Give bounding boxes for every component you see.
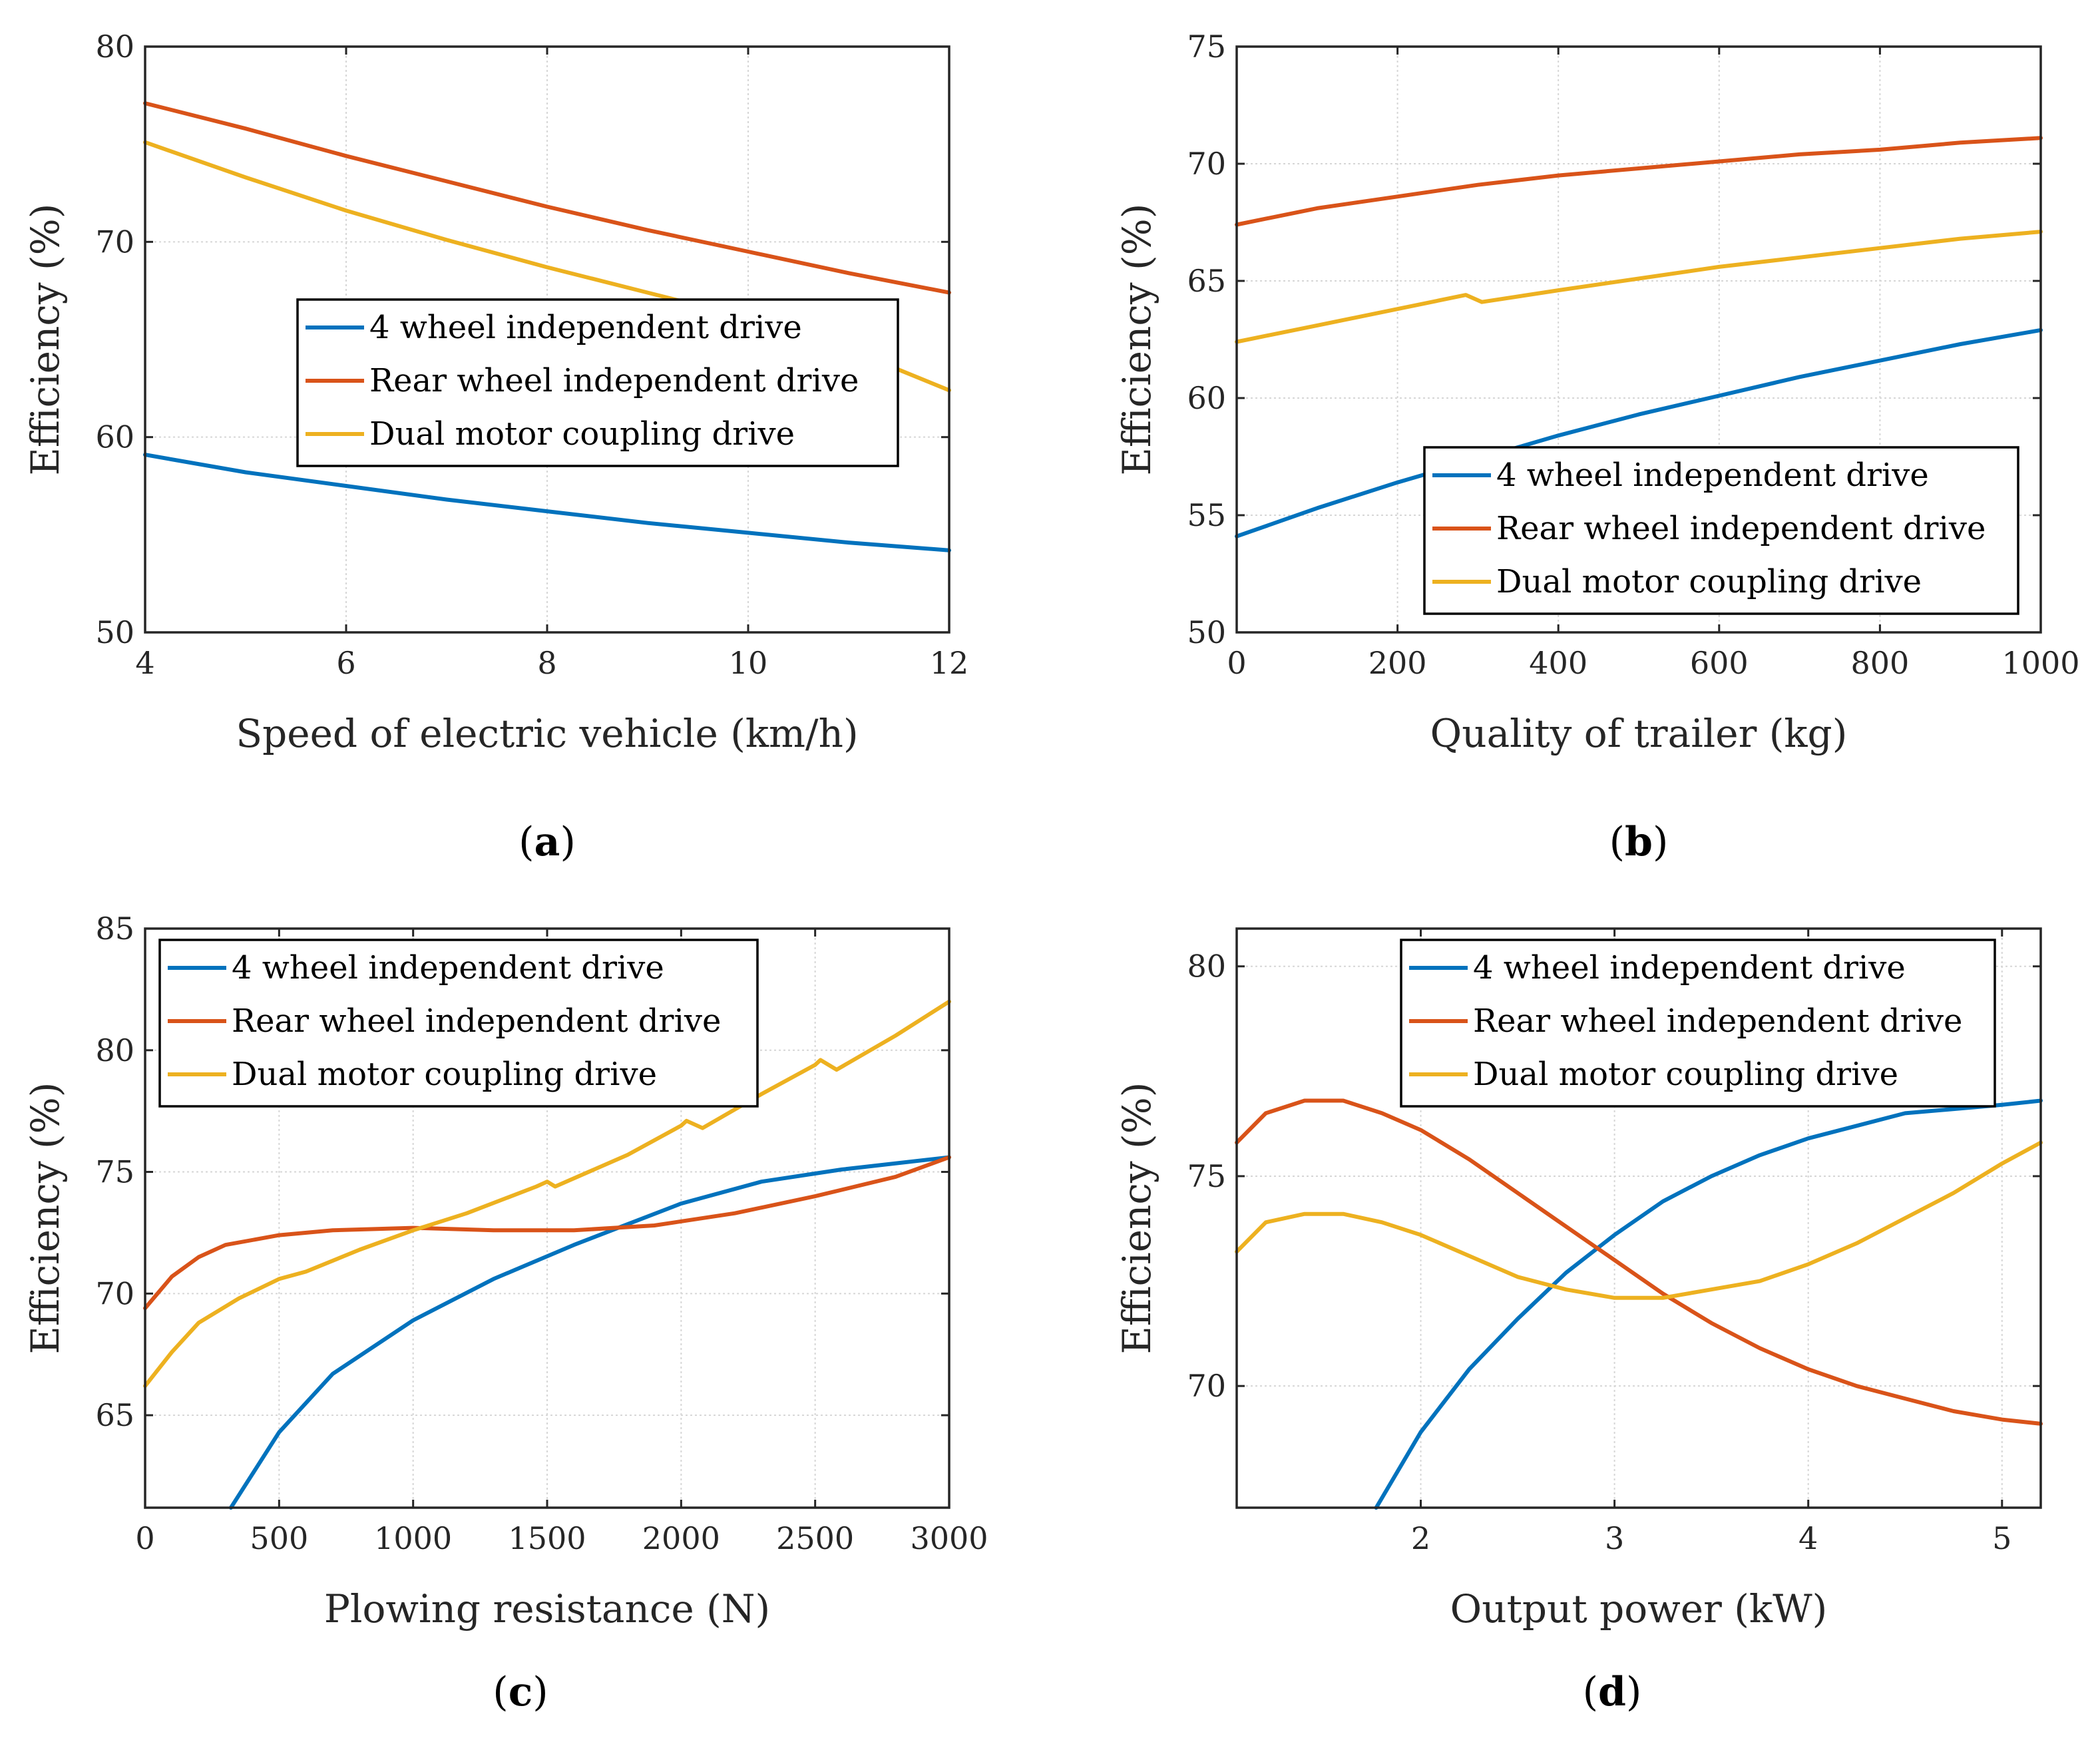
x-tick-label: 200 (1368, 645, 1427, 681)
x-tick-label: 600 (1690, 645, 1749, 681)
legend-label-2: Rear wheel independent drive (369, 362, 859, 399)
panel-caption: (a) (519, 819, 576, 865)
legend: 4 wheel independent drive Rear wheel inde… (158, 939, 759, 1108)
x-tick-label: 0 (135, 1520, 154, 1556)
series-line-2 (1235, 1098, 2043, 1426)
legend-label-3: Dual motor coupling drive (1496, 563, 1922, 600)
series-line-1 (228, 1155, 951, 1510)
legend-label-3: Dual motor coupling drive (369, 415, 795, 453)
x-tick-label: 2500 (776, 1520, 854, 1556)
x-tick-label: 2 (1411, 1520, 1430, 1556)
x-tick-label: 0 (1227, 645, 1246, 681)
legend-label-1: 4 wheel independent drive (369, 309, 802, 346)
x-tick-label: 4 (135, 645, 154, 681)
y-axis-label: Efficiency (%) (1114, 204, 1159, 476)
series-line-3 (1235, 230, 2043, 344)
x-tick-label: 8 (537, 645, 556, 681)
x-tick-label: 3000 (910, 1520, 988, 1556)
y-tick-label: 65 (1187, 263, 1226, 299)
x-tick-label: 6 (336, 645, 355, 681)
x-tick-label: 12 (930, 645, 969, 681)
legend-label-1: 4 wheel independent drive (1496, 457, 1929, 494)
y-tick-label: 70 (1187, 146, 1226, 182)
legend-label-1: 4 wheel independent drive (1473, 949, 1906, 986)
series-line-2 (1235, 136, 2043, 227)
x-axis-label: Plowing resistance (N) (324, 1586, 770, 1631)
x-tick-label: 800 (1850, 645, 1909, 681)
x-axis-label: Output power (kW) (1450, 1586, 1828, 1631)
x-tick-label: 400 (1529, 645, 1587, 681)
x-tick-label: 2000 (642, 1520, 720, 1556)
x-tick-label: 4 (1798, 1520, 1818, 1556)
legend-label-2: Rear wheel independent drive (1496, 510, 1986, 547)
x-tick-label: 1000 (374, 1520, 452, 1556)
legend: 4 wheel independent drive Rear wheel inde… (1400, 939, 1996, 1108)
legend-label-3: Dual motor coupling drive (1473, 1056, 1898, 1093)
y-tick-label: 50 (95, 614, 134, 650)
x-tick-label: 10 (729, 645, 768, 681)
x-tick-label: 5 (1992, 1520, 2011, 1556)
y-axis-label: Efficiency (%) (23, 1082, 68, 1355)
series-line-3 (143, 999, 951, 1389)
x-tick-label: 3 (1605, 1520, 1624, 1556)
panel-caption: (c) (493, 1669, 548, 1715)
y-tick-label: 80 (95, 1032, 134, 1068)
series-line-2 (143, 1155, 951, 1311)
series-line-2 (143, 101, 951, 295)
series-line-1 (143, 453, 951, 552)
y-tick-label: 70 (95, 1275, 134, 1311)
y-tick-label: 80 (95, 29, 134, 65)
x-tick-label: 1500 (508, 1520, 586, 1556)
y-tick-label: 75 (1187, 1158, 1226, 1194)
y-axis-label: Efficiency (%) (1114, 1082, 1159, 1355)
legend-box (1423, 446, 2019, 615)
y-tick-label: 55 (1187, 497, 1226, 533)
series-line-3 (1235, 1140, 2043, 1300)
legend-label-3: Dual motor coupling drive (232, 1056, 657, 1093)
y-tick-label: 85 (95, 911, 134, 947)
y-tick-label: 60 (95, 419, 134, 455)
y-tick-label: 50 (1187, 614, 1226, 650)
panel-b: 0 200 400 600 800 1000 50 55 60 65 70 75 Quality of … (1114, 29, 2080, 865)
axes-box (1235, 927, 2042, 1509)
legend-label-2: Rear wheel independent drive (1473, 1002, 1962, 1040)
panel-caption: (b) (1609, 819, 1669, 865)
y-tick-label: 80 (1187, 949, 1226, 984)
panel-a: 4 6 8 10 12 50 60 70 80 Speed of electric vehicle… (23, 29, 968, 865)
series-line-1 (1374, 1098, 2043, 1510)
legend-label-1: 4 wheel independent drive (232, 949, 664, 986)
panel-caption: (d) (1583, 1669, 1642, 1715)
x-tick-label: 1000 (2001, 645, 2079, 681)
legend: 4 wheel independent drive Rear wheel inde… (1423, 446, 2019, 615)
legend-box (158, 939, 759, 1108)
series-line-1 (1235, 327, 2043, 539)
x-tick-label: 500 (250, 1520, 308, 1556)
y-tick-label: 60 (1187, 380, 1226, 416)
legend-box (1400, 939, 1996, 1108)
legend: 4 wheel independent drive Rear wheel inde… (296, 298, 899, 467)
y-tick-label: 70 (1187, 1368, 1226, 1404)
y-tick-label: 75 (1187, 29, 1226, 65)
y-axis-label: Efficiency (%) (23, 204, 68, 476)
legend-label-2: Rear wheel independent drive (232, 1002, 721, 1040)
axes-box (1235, 45, 2042, 634)
panel-d: 2 3 4 5 70 75 80 Output power (kW) Efficiency (%… (1114, 927, 2043, 1715)
y-tick-label: 65 (95, 1397, 134, 1433)
x-axis-label: Quality of trailer (kg) (1430, 711, 1848, 756)
panel-c: 0 500 1000 1500 2000 2500 3000 65 70 75 80 85 Plowin… (23, 911, 988, 1715)
y-tick-label: 70 (95, 224, 134, 260)
y-tick-label: 75 (95, 1154, 134, 1190)
legend-box (296, 298, 899, 467)
x-axis-label: Speed of electric vehicle (km/h) (236, 711, 858, 756)
